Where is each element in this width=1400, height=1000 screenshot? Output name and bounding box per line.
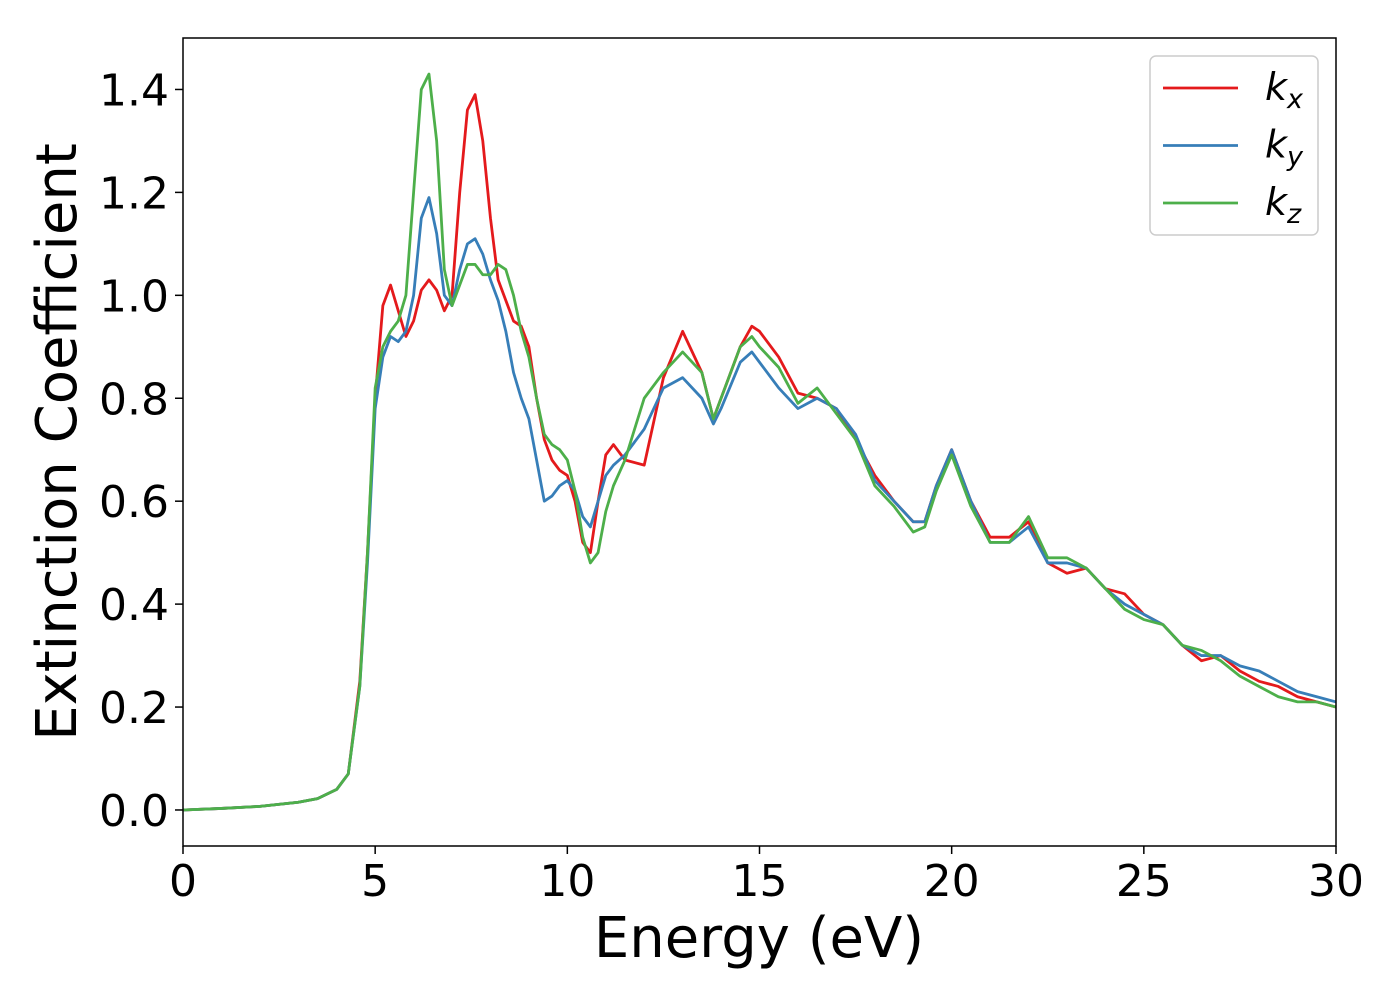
y-tick-label: 1.0	[99, 271, 169, 322]
x-tick-label: 25	[1116, 856, 1172, 907]
y-tick-label: 0.2	[99, 683, 169, 734]
x-tick-label: 10	[539, 856, 595, 907]
series-line	[183, 93, 1336, 812]
y-tick-label: 1.2	[99, 168, 169, 219]
x-tick-label: 15	[732, 856, 788, 907]
y-tick-label: 0.0	[99, 786, 169, 837]
x-tick-label: 0	[169, 856, 197, 907]
y-tick-label: 1.4	[99, 65, 169, 116]
x-tick-label: 30	[1308, 856, 1364, 907]
series-line	[183, 196, 1336, 812]
legend-label: kz	[1265, 180, 1302, 230]
y-tick-label: 0.4	[99, 580, 169, 631]
legend-label: kx	[1265, 65, 1304, 115]
legend-label: ky	[1265, 123, 1304, 173]
y-tick-label: 0.6	[99, 477, 169, 528]
series-line	[183, 72, 1336, 812]
legend: kx ky kz	[1149, 55, 1319, 236]
x-tick-label: 5	[361, 856, 389, 907]
plot-frame	[182, 37, 1337, 847]
y-axis-label: Extinction Coefficient	[25, 143, 90, 741]
x-axis-label: Energy (eV)	[594, 906, 924, 971]
y-tick-label: 0.8	[99, 374, 169, 425]
x-tick-label: 20	[924, 856, 980, 907]
